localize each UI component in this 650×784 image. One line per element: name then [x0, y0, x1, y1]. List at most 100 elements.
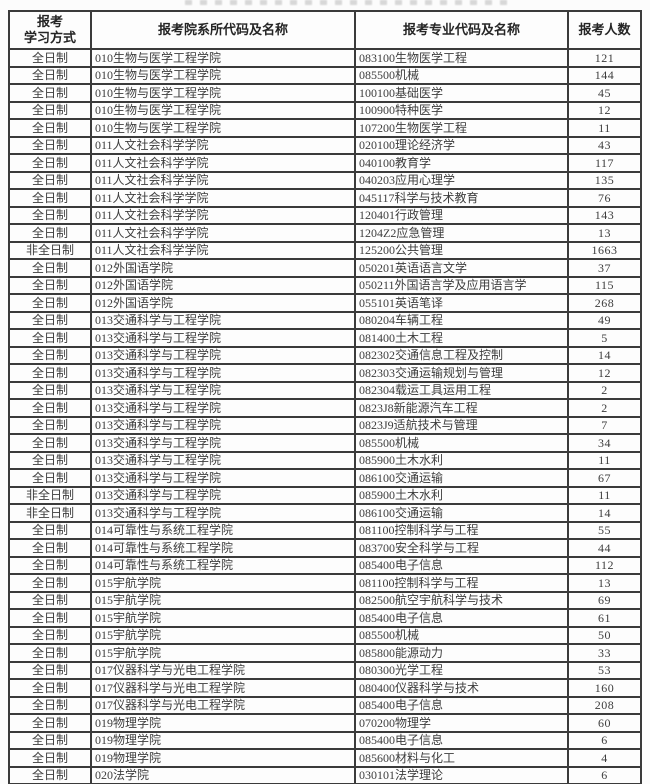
department-cell: 013交通科学与工程学院: [90, 468, 356, 488]
major-cell: 082302交通信息工程及控制: [354, 345, 569, 365]
department-cell: 013交通科学与工程学院: [90, 310, 356, 330]
department-cell: 011人文社会科学学院: [90, 135, 356, 155]
count-cell: 34: [567, 433, 642, 453]
table-row: 全日制 011人文社会科学学院 045117科学与技术教育 76: [8, 188, 642, 208]
major-cell: 082303交通运输规划与管理: [354, 363, 569, 383]
table-row: 全日制 013交通科学与工程学院 081400土木工程 5: [8, 328, 642, 348]
table-row: 全日制 013交通科学与工程学院 085900土木水利 11: [8, 450, 642, 470]
study-mode-cell: 全日制: [8, 695, 92, 715]
study-mode-cell: 全日制: [8, 748, 92, 768]
table-row: 全日制 011人文社会科学学院 1204Z2应急管理 13: [8, 223, 642, 243]
major-cell: 120401行政管理: [354, 205, 569, 225]
table-body: 全日制 010生物与医学工程学院 083100生物医学工程 121 全日制 010生物与医…: [8, 48, 642, 784]
count-cell: 11: [567, 450, 642, 470]
count-cell: 11: [567, 485, 642, 505]
department-cell: 019物理学院: [90, 730, 356, 750]
applicants-table: 报考 学习方式 报考院系所代码及名称 报考专业代码及名称 报考人数 全日制 010…: [8, 10, 642, 784]
study-mode-cell: 全日制: [8, 625, 92, 645]
study-mode-cell: 全日制: [8, 573, 92, 593]
department-cell: 011人文社会科学学院: [90, 188, 356, 208]
table-row: 全日制 012外国语学院 055101英语笔译 268: [8, 293, 642, 313]
count-cell: 14: [567, 503, 642, 523]
department-cell: 013交通科学与工程学院: [90, 415, 356, 435]
department-cell: 014可靠性与系统工程学院: [90, 520, 356, 540]
table-row: 全日制 013交通科学与工程学院 082303交通运输规划与管理 12: [8, 363, 642, 383]
major-cell: 085400电子信息: [354, 730, 569, 750]
header-study-mode: 报考 学习方式: [8, 10, 92, 50]
study-mode-cell: 全日制: [8, 678, 92, 698]
major-cell: 050201英语语言文学: [354, 258, 569, 278]
department-cell: 014可靠性与系统工程学院: [90, 555, 356, 575]
major-cell: 085400电子信息: [354, 555, 569, 575]
major-cell: 125200公共管理: [354, 240, 569, 260]
table-row: 全日制 015宇航学院 085400电子信息 61: [8, 608, 642, 628]
department-cell: 014可靠性与系统工程学院: [90, 538, 356, 558]
major-cell: 085900土木水利: [354, 485, 569, 505]
table-row: 全日制 017仪器科学与光电工程学院 080400仪器科学与技术 160: [8, 678, 642, 698]
department-cell: 019物理学院: [90, 713, 356, 733]
major-cell: 085400电子信息: [354, 608, 569, 628]
study-mode-cell: 全日制: [8, 170, 92, 190]
table-row: 非全日制 013交通科学与工程学院 086100交通运输 14: [8, 503, 642, 523]
count-cell: 12: [567, 363, 642, 383]
count-cell: 37: [567, 258, 642, 278]
department-cell: 015宇航学院: [90, 625, 356, 645]
count-cell: 12: [567, 100, 642, 120]
study-mode-cell: 全日制: [8, 205, 92, 225]
table-row: 全日制 011人文社会科学学院 120401行政管理 143: [8, 205, 642, 225]
major-cell: 081400土木工程: [354, 328, 569, 348]
table-row: 全日制 015宇航学院 085500机械 50: [8, 625, 642, 645]
header-study-mode-line1: 报考: [36, 13, 63, 29]
major-cell: 070200物理学: [354, 713, 569, 733]
count-cell: 13: [567, 223, 642, 243]
major-cell: 085900土木水利: [354, 450, 569, 470]
major-cell: 050211外国语言学及应用语言学: [354, 275, 569, 295]
major-cell: 083100生物医学工程: [354, 48, 569, 68]
department-cell: 019物理学院: [90, 748, 356, 768]
department-cell: 013交通科学与工程学院: [90, 380, 356, 400]
table-row: 全日制 011人文社会科学学院 040203应用心理学 135: [8, 170, 642, 190]
table-row: 全日制 013交通科学与工程学院 085500机械 34: [8, 433, 642, 453]
major-cell: 080400仪器科学与技术: [354, 678, 569, 698]
table-row: 全日制 013交通科学与工程学院 0823J9适航技术与管理 7: [8, 415, 642, 435]
cropped-title-remnant: [185, 0, 515, 5]
major-cell: 085800能源动力: [354, 643, 569, 663]
study-mode-cell: 全日制: [8, 660, 92, 680]
count-cell: 268: [567, 293, 642, 313]
table-row: 全日制 019物理学院 085400电子信息 6: [8, 730, 642, 750]
count-cell: 33: [567, 643, 642, 663]
table-row: 全日制 015宇航学院 082500航空宇航科学与技术 69: [8, 590, 642, 610]
department-cell: 015宇航学院: [90, 590, 356, 610]
major-cell: 0823J8新能源汽车工程: [354, 398, 569, 418]
major-cell: 045117科学与技术教育: [354, 188, 569, 208]
department-cell: 017仪器科学与光电工程学院: [90, 660, 356, 680]
table-row: 全日制 013交通科学与工程学院 080204车辆工程 49: [8, 310, 642, 330]
department-cell: 013交通科学与工程学院: [90, 485, 356, 505]
department-cell: 010生物与医学工程学院: [90, 48, 356, 68]
table-row: 全日制 010生物与医学工程学院 085500机械 144: [8, 65, 642, 85]
department-cell: 011人文社会科学学院: [90, 205, 356, 225]
count-cell: 6: [567, 765, 642, 784]
table-row: 全日制 014可靠性与系统工程学院 085400电子信息 112: [8, 555, 642, 575]
study-mode-cell: 全日制: [8, 188, 92, 208]
count-cell: 50: [567, 625, 642, 645]
study-mode-cell: 全日制: [8, 468, 92, 488]
department-cell: 010生物与医学工程学院: [90, 83, 356, 103]
study-mode-cell: 全日制: [8, 398, 92, 418]
major-cell: 082500航空宇航科学与技术: [354, 590, 569, 610]
table-row: 全日制 019物理学院 085600材料与化工 4: [8, 748, 642, 768]
count-cell: 69: [567, 590, 642, 610]
study-mode-cell: 全日制: [8, 135, 92, 155]
major-cell: 1204Z2应急管理: [354, 223, 569, 243]
major-cell: 085600材料与化工: [354, 748, 569, 768]
study-mode-cell: 全日制: [8, 643, 92, 663]
major-cell: 0823J9适航技术与管理: [354, 415, 569, 435]
department-cell: 015宇航学院: [90, 643, 356, 663]
table-row: 非全日制 011人文社会科学学院 125200公共管理 1663: [8, 240, 642, 260]
count-cell: 1663: [567, 240, 642, 260]
major-cell: 100100基础医学: [354, 83, 569, 103]
study-mode-cell: 全日制: [8, 520, 92, 540]
table-row: 全日制 015宇航学院 085800能源动力 33: [8, 643, 642, 663]
table-row: 全日制 019物理学院 070200物理学 60: [8, 713, 642, 733]
study-mode-cell: 全日制: [8, 153, 92, 173]
